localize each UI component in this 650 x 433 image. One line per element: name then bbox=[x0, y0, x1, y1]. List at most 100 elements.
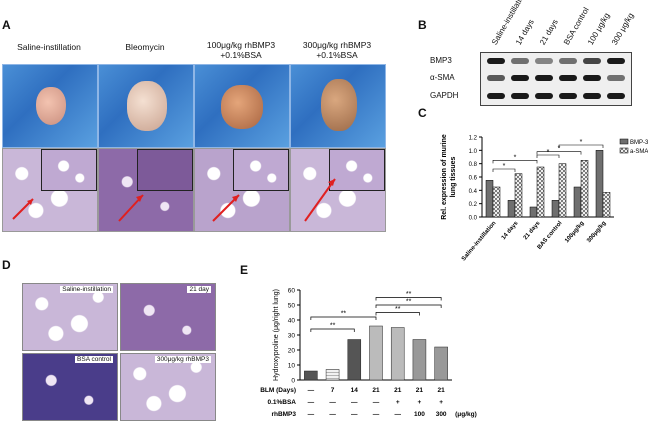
significance-marker: ** bbox=[341, 311, 347, 318]
histology-label: BSA control bbox=[75, 356, 113, 363]
y-axis-label: Rel. expression of murine lung tissues bbox=[441, 134, 457, 220]
y-tick-label: 0.6 bbox=[469, 176, 478, 182]
condition-cell: — bbox=[308, 399, 315, 406]
condition-cell: + bbox=[439, 399, 443, 406]
condition-cell: 7 bbox=[331, 387, 335, 394]
condition-cell: 100 bbox=[414, 411, 425, 418]
bar bbox=[304, 370, 318, 381]
blot-row-label: α-SMA bbox=[430, 73, 455, 82]
condition-cell: 21 bbox=[416, 387, 424, 394]
histology-300 bbox=[290, 148, 386, 232]
column-title-saline: Saline-instillation bbox=[17, 42, 81, 52]
significance-bracket bbox=[310, 328, 355, 332]
condition-cell: 14 bbox=[351, 387, 359, 394]
bar-asma bbox=[558, 163, 567, 218]
condition-cell: 21 bbox=[394, 387, 402, 394]
legend-label-bmp3: BMP-3 bbox=[630, 140, 648, 146]
significance-marker: * bbox=[514, 154, 517, 161]
y-tick-label: 30 bbox=[288, 333, 296, 340]
panel-label-a: A bbox=[2, 18, 11, 32]
significance-bracket bbox=[492, 168, 516, 172]
significance-marker: * bbox=[547, 149, 550, 156]
significance-bracket bbox=[375, 297, 442, 301]
panel-label-e: E bbox=[240, 263, 249, 277]
condition-cell: — bbox=[373, 411, 380, 418]
lung-photo-bleomycin bbox=[98, 64, 194, 148]
lane-label: 14 days bbox=[514, 17, 536, 47]
histology-label: Saline-instillation bbox=[60, 286, 113, 293]
lane-label: 300 μg/kg bbox=[610, 11, 636, 47]
x-tick-label: 21 days bbox=[523, 220, 542, 241]
x-tick-label: 100μg/kg bbox=[564, 220, 586, 244]
x-tick-label: Saline-instillation bbox=[461, 220, 498, 262]
column-title-100: 100μg/kg rhBMP3 +0.1%BSA bbox=[206, 40, 276, 60]
column-title-300: 300μg/kg rhBMP3 +0.1%BSA bbox=[302, 40, 372, 60]
y-tick-label: 0.8 bbox=[469, 162, 478, 168]
chart-c: 0.0 0.2 0.4 0.6 0.8 1.0 1.2 Rel. expression of … bbox=[441, 134, 648, 262]
bar-bmp3 bbox=[485, 180, 494, 218]
chart-e: 0 10 20 30 40 50 60 Hydroxyproline (μg/right lu… bbox=[260, 288, 477, 419]
lane-labels: Saline-instillation 14 days 21 days BSA … bbox=[478, 0, 638, 48]
panel-label-d: D bbox=[2, 258, 11, 272]
significance-bracket bbox=[536, 154, 560, 158]
significance-bracket bbox=[375, 312, 420, 316]
bar bbox=[369, 325, 383, 381]
column-title-bleomycin: Bleomycin bbox=[125, 42, 165, 52]
lung-photo-100 bbox=[194, 64, 290, 148]
condition-cell: 21 bbox=[438, 387, 446, 394]
bar-asma bbox=[514, 173, 523, 218]
panel-b: Saline-instillation 14 days 21 days BSA … bbox=[430, 0, 640, 106]
significance-marker: ** bbox=[406, 299, 412, 306]
condition-row-label: BLM (Days) bbox=[260, 387, 296, 394]
condition-cell: — bbox=[394, 411, 401, 418]
bar-asma bbox=[492, 186, 501, 218]
y-tick-label: 0.0 bbox=[469, 216, 478, 222]
bar-asma bbox=[536, 166, 545, 218]
lung-photo-saline bbox=[2, 64, 98, 148]
legend-swatch-asma bbox=[619, 147, 629, 154]
significance-marker: ** bbox=[395, 306, 401, 313]
significance-marker: ** bbox=[330, 323, 336, 330]
x-tick-label: 14 days bbox=[501, 220, 520, 241]
histology-d-300: 300μg/kg rhBMP3 bbox=[120, 353, 216, 421]
significance-bracket bbox=[375, 304, 442, 308]
legend-label-asma: a-SMA bbox=[630, 149, 648, 155]
legend-swatch-bmp3 bbox=[619, 138, 629, 145]
significance-marker: * bbox=[503, 163, 506, 170]
condition-cell: 300 bbox=[436, 411, 447, 418]
significance-marker: ** bbox=[406, 291, 412, 298]
bar-bmp3 bbox=[573, 186, 582, 218]
condition-cell: 21 bbox=[372, 387, 380, 394]
y-tick-label: 10 bbox=[288, 363, 296, 370]
lane-label: 21 days bbox=[538, 17, 560, 47]
y-tick-label: 60 bbox=[288, 288, 296, 295]
bar-bmp3 bbox=[507, 200, 516, 218]
bar bbox=[390, 327, 405, 381]
y-tick-label: 0.4 bbox=[469, 189, 478, 195]
bar-bmp3 bbox=[529, 206, 538, 218]
y-tick-label: 1.2 bbox=[469, 136, 478, 142]
panel-a: Saline-instillation Bleomycin 100μg/kg r… bbox=[2, 40, 386, 280]
blot-row-label: GAPDH bbox=[430, 91, 459, 100]
bar-asma bbox=[602, 192, 611, 218]
significance-marker: * bbox=[580, 139, 583, 146]
x-tick-label: 300μg/kg bbox=[586, 220, 608, 244]
panel-label-b: B bbox=[418, 18, 427, 32]
condition-row-label: rhBMP3 bbox=[271, 411, 296, 418]
unit-label: (μg/kg) bbox=[455, 411, 477, 418]
bar bbox=[325, 369, 340, 381]
y-tick-label: 0 bbox=[291, 378, 295, 385]
bar bbox=[434, 346, 448, 381]
y-tick-label: 0.2 bbox=[469, 202, 478, 208]
condition-cell: — bbox=[373, 399, 380, 406]
condition-cell: — bbox=[308, 411, 315, 418]
y-tick-label: 1.0 bbox=[469, 149, 478, 155]
bar-bmp3 bbox=[551, 200, 560, 218]
bar bbox=[347, 339, 362, 381]
y-tick-label: 50 bbox=[288, 303, 296, 310]
significance-marker: * bbox=[558, 146, 561, 153]
panel-label-c: C bbox=[418, 106, 427, 120]
significance-bracket bbox=[310, 316, 377, 320]
bar-asma bbox=[580, 160, 589, 218]
condition-cell: — bbox=[329, 411, 336, 418]
